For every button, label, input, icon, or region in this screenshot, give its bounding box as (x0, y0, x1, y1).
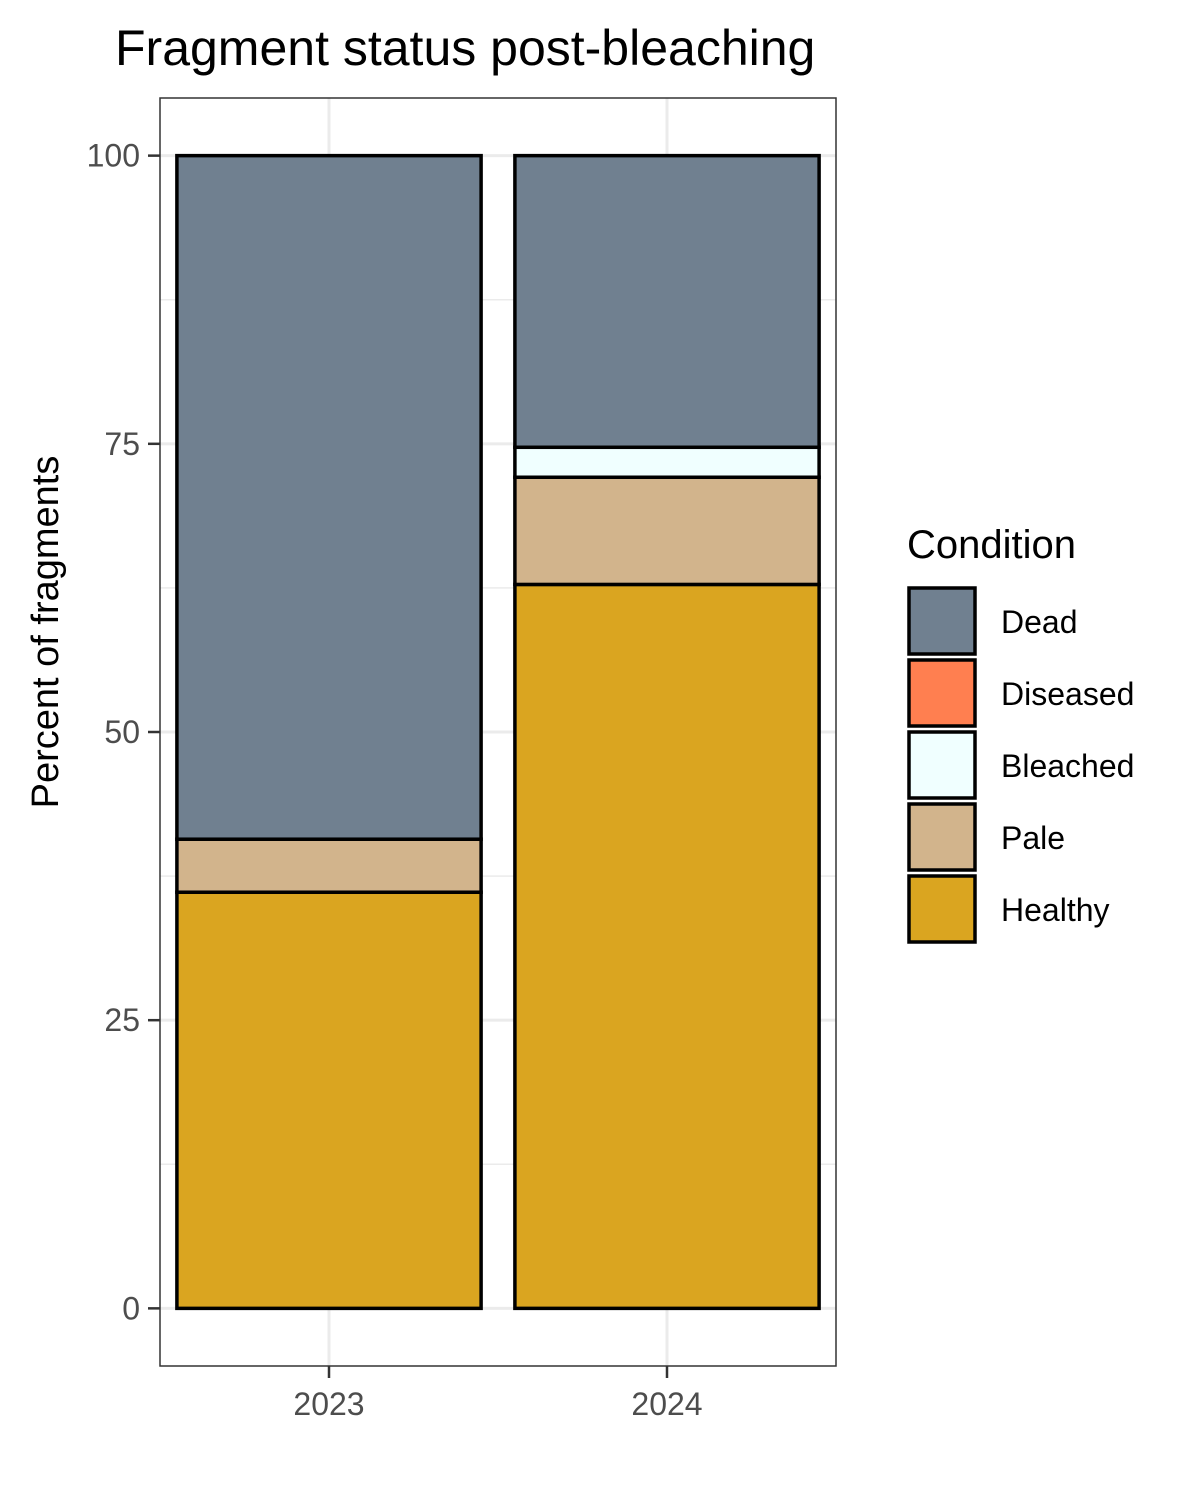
bar-segment-healthy-2023 (175, 890, 483, 1311)
y-tick-label: 50 (104, 714, 140, 750)
y-tick-label: 0 (122, 1290, 140, 1326)
legend-label-bleached: Bleached (1001, 748, 1134, 784)
x-tick-label: 2023 (293, 1386, 364, 1422)
bar-segment-bleached-2024 (513, 445, 821, 479)
bar-segment-dead-2024 (513, 153, 821, 450)
y-axis-label: Percent of fragments (25, 456, 67, 809)
legend-label-pale: Pale (1001, 820, 1065, 856)
legend-label-diseased: Diseased (1001, 676, 1134, 712)
legend: Condition Dead Diseased Bleached Pale Health… (907, 523, 1134, 944)
y-tick-label: 100 (87, 138, 140, 174)
legend-key-diseased (907, 658, 977, 728)
bar-segment-pale-2024 (513, 475, 821, 587)
bar-segment-dead-2023 (175, 153, 483, 841)
legend-key-healthy (907, 874, 977, 944)
y-tick-label: 25 (104, 1002, 140, 1038)
axes: 0 25 50 75 100 2023 2024 (87, 138, 703, 1422)
legend-label-dead: Dead (1001, 604, 1078, 640)
legend-key-pale (907, 802, 977, 872)
bars (175, 153, 821, 1311)
chart-title: Fragment status post-bleaching (115, 20, 815, 76)
bar-segment-pale-2023 (175, 837, 483, 894)
legend-title: Condition (907, 523, 1076, 567)
bar-segment-healthy-2024 (513, 582, 821, 1311)
legend-key-bleached (907, 730, 977, 800)
x-tick-label: 2024 (631, 1386, 702, 1422)
y-tick-label: 75 (104, 426, 140, 462)
legend-key-dead (907, 586, 977, 656)
legend-label-healthy: Healthy (1001, 892, 1110, 928)
